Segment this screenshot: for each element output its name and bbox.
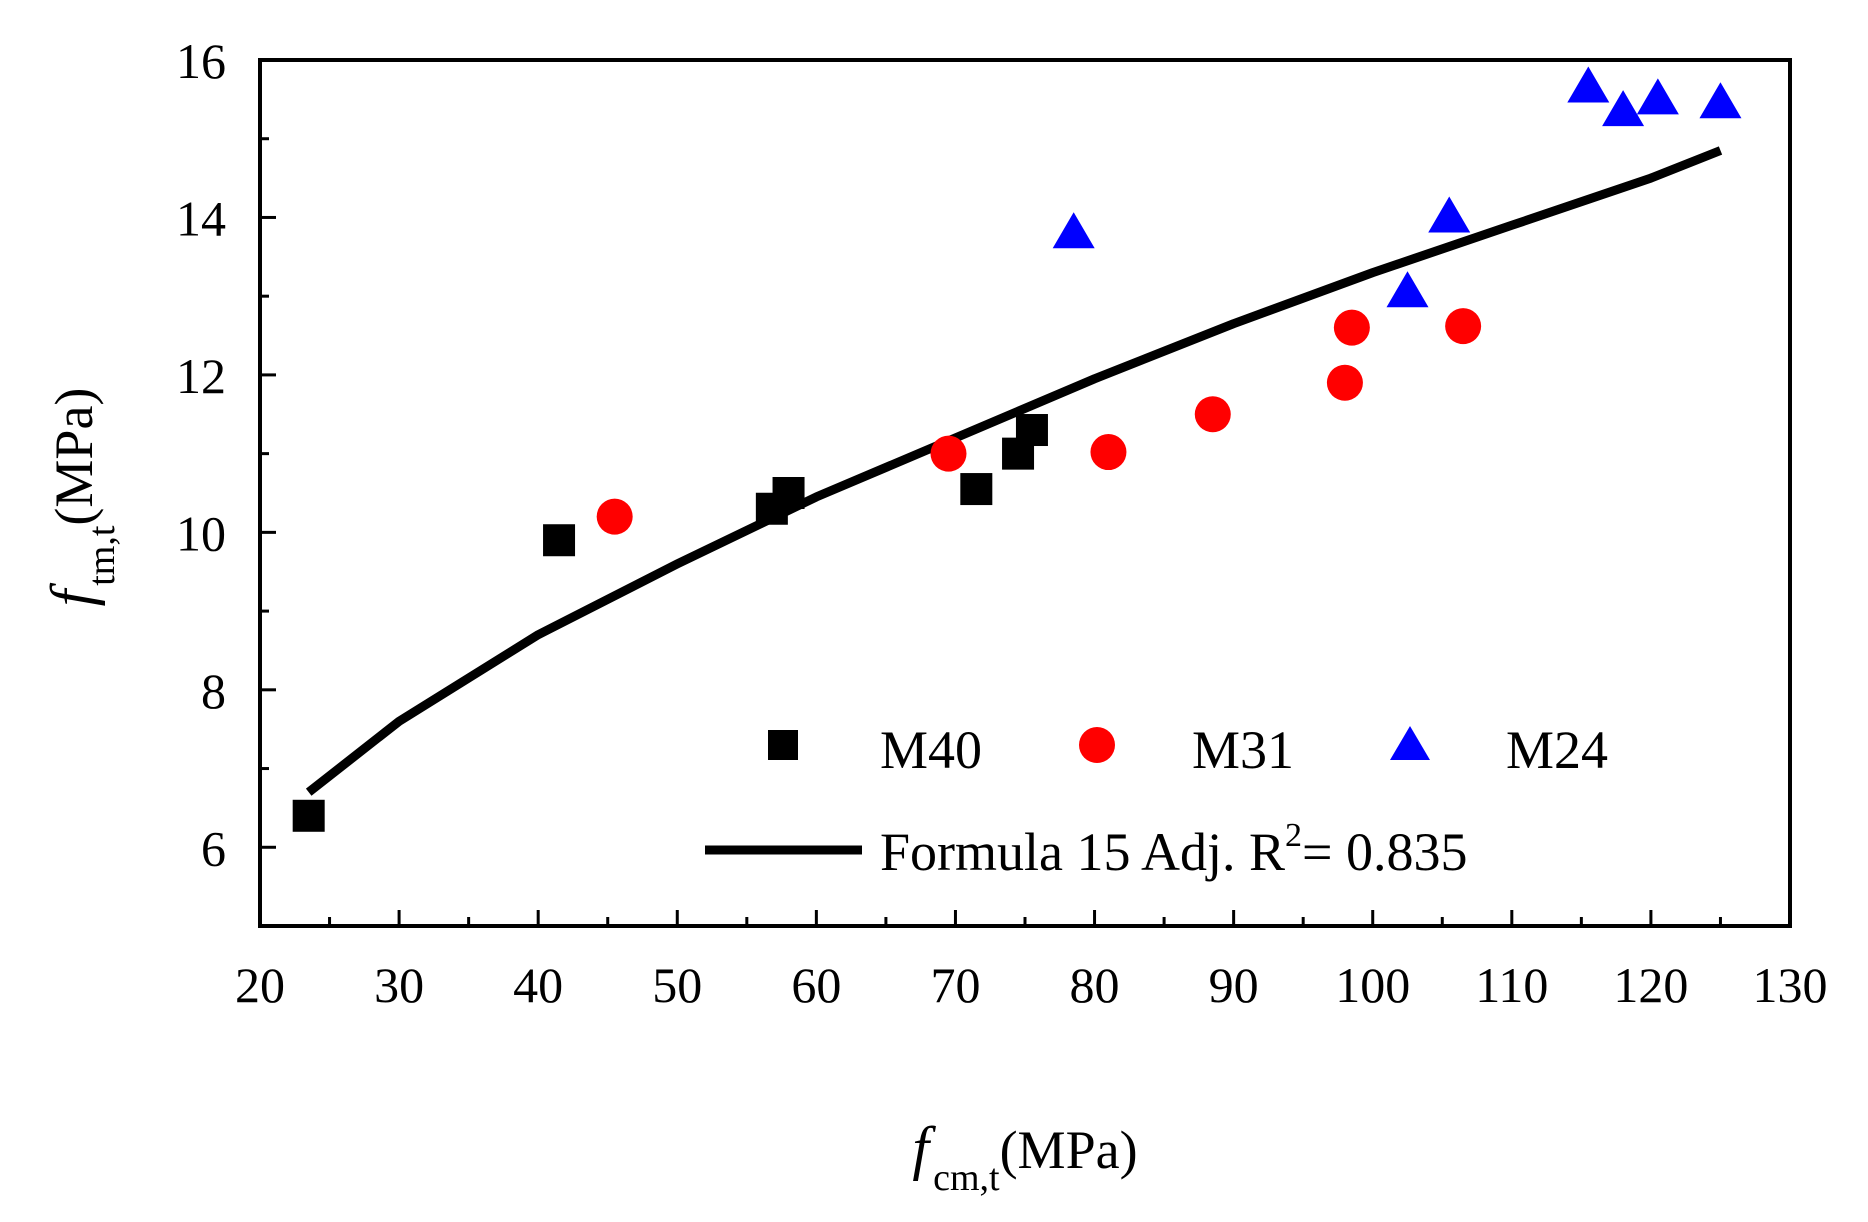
x-axis-ticks: 20 30 40 50 60 70 80 90 100 110 120 130	[235, 910, 1828, 1013]
fit-curve	[305, 146, 1723, 796]
x-tick-label: 110	[1475, 957, 1548, 1013]
plot-frame	[258, 58, 1792, 928]
x-tick-label: 30	[374, 957, 424, 1013]
x-tick-label: 130	[1753, 957, 1828, 1013]
data-point-m40	[772, 477, 805, 509]
data-point-m24	[1428, 196, 1471, 233]
x-axis-label: f cm,t(MPa)	[912, 1115, 1137, 1199]
x-tick-label: 80	[1070, 957, 1120, 1013]
y-tick-label: 6	[201, 820, 226, 876]
legend-marker-m24	[1390, 726, 1430, 760]
legend-fit-r2-power: 2	[1285, 817, 1302, 854]
data-point-m40	[1015, 414, 1048, 447]
data-point-m31	[596, 498, 633, 535]
y-axis-label: ftm,t(MPa)	[39, 388, 123, 607]
data-point-m40	[292, 799, 325, 832]
x-tick-label: 120	[1613, 957, 1688, 1013]
legend-label-m40: M40	[880, 720, 982, 780]
data-point-m31	[1333, 309, 1370, 346]
x-tick-label: 70	[930, 957, 980, 1013]
data-point-m24	[1602, 90, 1645, 127]
data-point-m31	[1445, 308, 1482, 345]
x-tick-label: 40	[513, 957, 563, 1013]
x-tick-label: 90	[1209, 957, 1259, 1013]
x-axis-label-unit: (MPa)	[1000, 1120, 1138, 1180]
data-point-m31	[1090, 434, 1127, 471]
x-axis-label-sub: cm,t	[933, 1157, 1000, 1199]
data-point-m24	[1699, 82, 1742, 119]
x-tick-label: 20	[235, 957, 285, 1013]
y-axis-ticks: 6 8 10 12 14 16	[176, 33, 276, 928]
data-point-m24	[1386, 271, 1429, 308]
data-points-layer	[292, 66, 1742, 832]
legend-marker-m40	[768, 730, 798, 760]
legend-marker-m31	[1079, 727, 1115, 763]
y-tick-label: 12	[176, 348, 226, 404]
data-point-m31	[1326, 364, 1363, 401]
legend-label-m24: M24	[1506, 720, 1608, 780]
y-tick-label: 14	[176, 190, 226, 246]
data-point-m24	[1636, 78, 1679, 115]
fit-curve-layer	[305, 146, 1723, 796]
data-point-m40	[960, 473, 993, 506]
legend-fit-suffix: = 0.835	[1302, 822, 1467, 882]
data-point-m40	[543, 524, 576, 557]
y-tick-label: 10	[176, 505, 226, 561]
data-point-m31	[1194, 396, 1231, 433]
legend: M40 M31 M24 Formula 15 Adj. R2= 0.835	[705, 720, 1608, 882]
data-point-m31	[930, 435, 967, 472]
y-axis-label-sub: tm,t	[81, 525, 123, 586]
y-tick-label: 16	[176, 33, 226, 89]
y-axis-label-unit: (MPa)	[44, 388, 104, 526]
data-point-m24	[1052, 212, 1095, 249]
x-tick-label: 60	[791, 957, 841, 1013]
data-point-m24	[1567, 66, 1610, 103]
legend-fit-prefix: Formula 15 Adj. R	[880, 822, 1285, 882]
legend-label-fit: Formula 15 Adj. R2= 0.835	[880, 817, 1468, 882]
legend-label-m31: M31	[1192, 720, 1294, 780]
x-tick-label: 100	[1335, 957, 1410, 1013]
x-tick-label: 50	[652, 957, 702, 1013]
y-tick-label: 8	[201, 663, 226, 719]
